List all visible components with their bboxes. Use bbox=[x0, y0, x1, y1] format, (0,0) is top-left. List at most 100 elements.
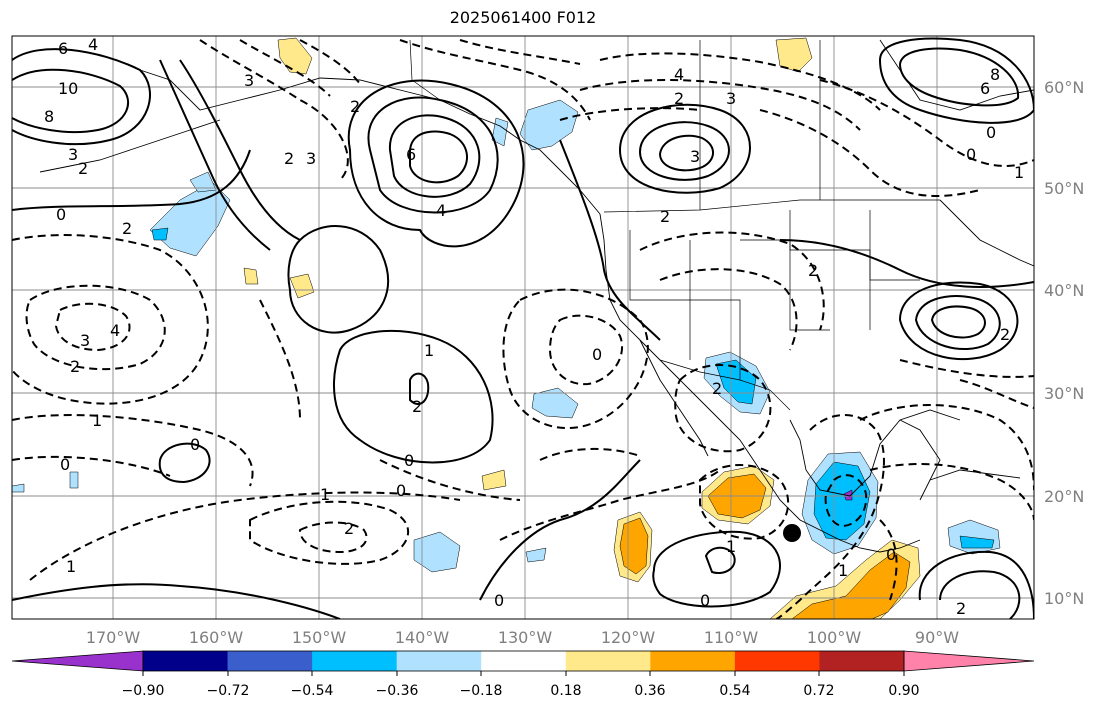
contour-pos-se-ring-1 bbox=[918, 550, 1034, 619]
contour-pos-central-1 bbox=[333, 329, 494, 464]
colorbar-tick-label: 0.90 bbox=[888, 683, 919, 699]
contour-label: 3 bbox=[726, 89, 736, 108]
colorbar-cell bbox=[396, 651, 482, 671]
shade-pos-small-1 bbox=[289, 273, 315, 299]
contour-pos-pacific-low-inner bbox=[704, 546, 736, 574]
contour-label: 0 bbox=[700, 591, 710, 610]
map-frame bbox=[11, 35, 1035, 620]
contour-pos-alaska-outer bbox=[347, 79, 525, 248]
contour-label: 2 bbox=[660, 207, 670, 226]
colorbar-cell bbox=[734, 651, 820, 671]
colorbar-cell bbox=[650, 651, 736, 671]
colorbar-tick-label: 0.54 bbox=[719, 683, 750, 699]
contour-pos-central-2 bbox=[409, 372, 430, 405]
colorbar-tick-label: −0.54 bbox=[291, 683, 334, 699]
contour-pos-pacific-low bbox=[652, 530, 781, 608]
contour-neg-north-5 bbox=[579, 79, 861, 131]
contour-neg-north-6 bbox=[559, 107, 701, 121]
border-us-canada bbox=[603, 199, 940, 213]
shade-pos-pacific-cyclone-inner bbox=[619, 517, 649, 575]
colorbar-tick-label: 0.18 bbox=[550, 683, 581, 699]
shade-neg-small-3 bbox=[525, 547, 547, 563]
contour-neg-west-4 bbox=[12, 414, 254, 487]
longitude-labels: 170°W 160°W 150°W 140°W 130°W 120°W 110°… bbox=[86, 628, 959, 647]
contour-pos-alaska-ring-3 bbox=[409, 130, 468, 184]
contour-pos-zero-3 bbox=[559, 139, 661, 341]
contour-neg-pacific-3 bbox=[379, 459, 521, 501]
shade-pos-central-america-inner bbox=[791, 551, 911, 619]
contour-neg-west-3 bbox=[54, 302, 131, 352]
contour-label: 1 bbox=[838, 561, 848, 580]
contour-pos-east-ridge bbox=[779, 239, 1034, 288]
contour-label: 4 bbox=[674, 65, 684, 84]
lat-label: 40°N bbox=[1044, 281, 1084, 300]
contour-label: 4 bbox=[436, 201, 446, 220]
shade-neg-gulf bbox=[491, 117, 509, 147]
contour-pos-alaska-arc-2 bbox=[159, 59, 271, 251]
contour-label: 2 bbox=[956, 599, 966, 618]
map-title: 2025061400 F012 bbox=[449, 8, 597, 27]
coastline-north-america-west bbox=[599, 213, 921, 553]
border-state-5 bbox=[869, 210, 920, 281]
colorbar-cells bbox=[12, 651, 1034, 671]
contour-pos-ne-ring-2 bbox=[898, 47, 1020, 107]
contour-neg-south-1 bbox=[29, 491, 461, 581]
contour-label: 3 bbox=[306, 149, 316, 168]
contour-label: 6 bbox=[406, 145, 416, 164]
contour-label: 3 bbox=[690, 147, 700, 166]
contour-label: 2 bbox=[712, 379, 722, 398]
colorbar-tick-label: 0.72 bbox=[803, 683, 834, 699]
contour-pos-canada-ring-3 bbox=[658, 134, 714, 172]
contours-dashed bbox=[12, 39, 1034, 619]
contour-label: 0 bbox=[404, 451, 414, 470]
contour-neg-central-1 bbox=[502, 288, 649, 429]
map-plot-area: 6 4 10 8 3 2 0 2 3 6 4 2 3 2 4 3 2 2 3 6… bbox=[12, 36, 1034, 619]
colorbar-ticks: −0.90 −0.72 −0.54 −0.36 −0.18 0.18 0.36 … bbox=[122, 671, 920, 699]
contour-neg-north-2 bbox=[239, 39, 331, 97]
contour-pos-east-ring-2 bbox=[914, 295, 1001, 351]
contour-neg-north-3 bbox=[299, 39, 361, 85]
lon-label: 120°W bbox=[601, 628, 656, 647]
contour-neg-gulf-2 bbox=[824, 474, 868, 528]
contour-label: 2 bbox=[78, 159, 88, 178]
border-state-2 bbox=[689, 240, 741, 380]
contour-neg-north-4 bbox=[599, 52, 881, 111]
contour-label: 0 bbox=[592, 345, 602, 364]
colorbar-cell bbox=[143, 651, 229, 671]
colorbar-tick-label: −0.36 bbox=[376, 683, 419, 699]
contour-pos-central-3 bbox=[287, 225, 390, 334]
contour-label: 3 bbox=[80, 331, 90, 350]
contour-label: 3 bbox=[244, 71, 254, 90]
shade-neg-pacific-west-inner bbox=[151, 227, 169, 241]
contour-label: 3 bbox=[68, 145, 78, 164]
contour-neg-mexico-2 bbox=[659, 268, 798, 351]
shade-neg-alaska bbox=[519, 99, 579, 151]
contour-pos-alaska-arc bbox=[179, 59, 301, 241]
shade-neg-pacific-west bbox=[149, 181, 231, 257]
lon-label: 130°W bbox=[498, 628, 553, 647]
contours bbox=[12, 37, 1034, 619]
contour-neg-caribbean-2 bbox=[869, 463, 1034, 521]
shade-pos-north-2 bbox=[775, 37, 813, 73]
contour-label: 8 bbox=[44, 107, 54, 126]
coastline-east bbox=[939, 199, 1034, 267]
contour-label: 1 bbox=[66, 557, 76, 576]
coastline-gulf-mexico bbox=[789, 409, 961, 497]
contour-neg-mexico-4 bbox=[699, 464, 790, 540]
lat-label: 50°N bbox=[1044, 179, 1084, 198]
contour-neg-east-2 bbox=[959, 379, 1034, 409]
contour-label: 6 bbox=[58, 39, 68, 58]
colorbar: −0.90 −0.72 −0.54 −0.36 −0.18 0.18 0.36 … bbox=[11, 650, 1035, 699]
contour-neg-caribbean-1 bbox=[859, 404, 1034, 491]
contour-neg-pacific-1 bbox=[499, 469, 721, 541]
colorbar-tick-label: 0.36 bbox=[634, 683, 665, 699]
contour-pos-alaska-ring-2 bbox=[388, 114, 481, 198]
lat-label: 20°N bbox=[1044, 487, 1084, 506]
contour-label: 1 bbox=[726, 537, 736, 556]
contour-label: 0 bbox=[190, 435, 200, 454]
border-state-1 bbox=[629, 230, 691, 360]
lat-label: 30°N bbox=[1044, 384, 1084, 403]
colorbar-cell bbox=[312, 651, 398, 671]
contour-pos-zero-1 bbox=[12, 149, 251, 211]
